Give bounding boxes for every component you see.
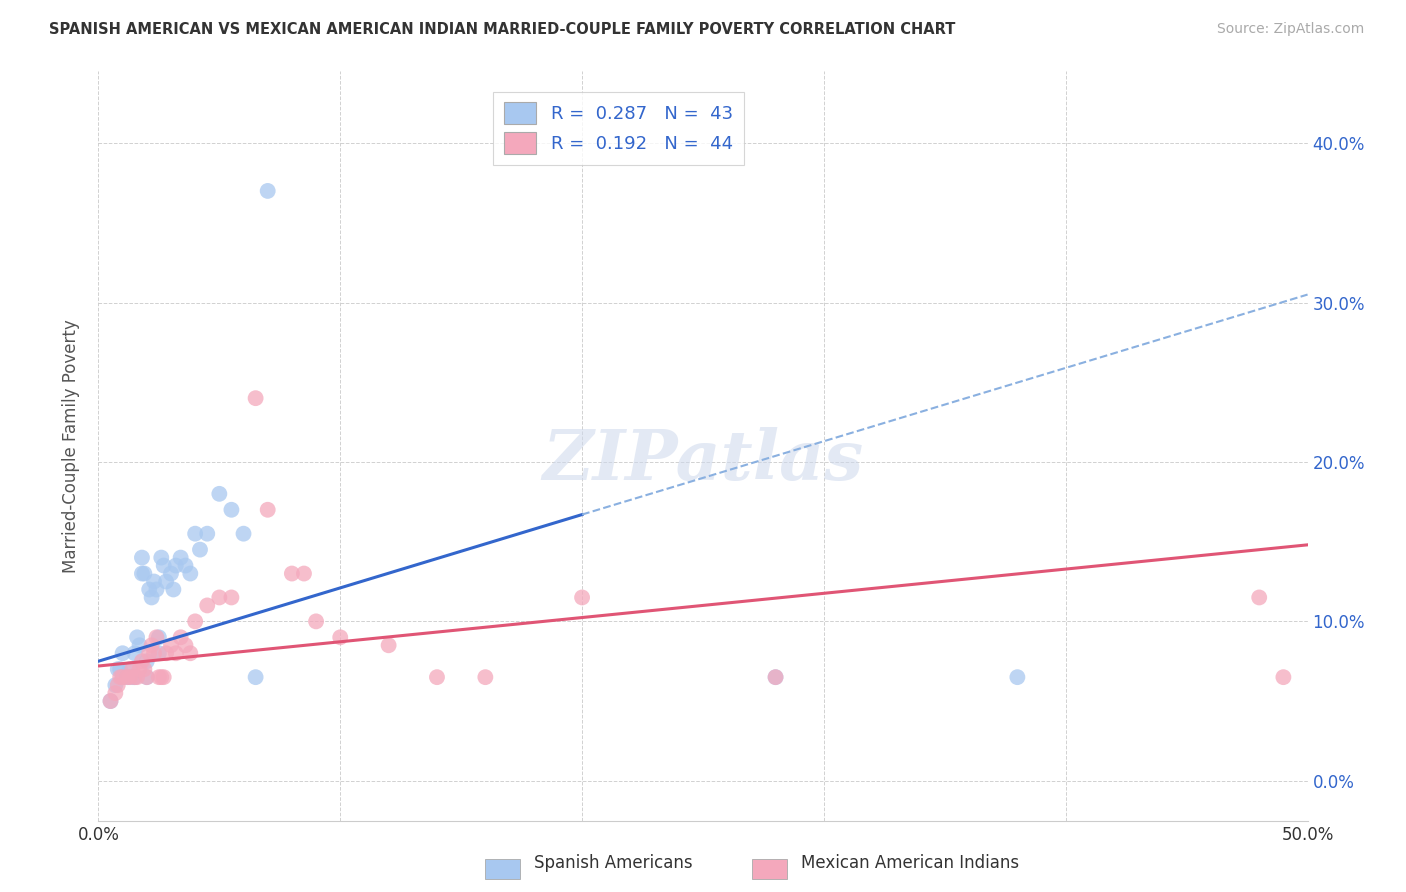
Point <box>245 391 267 405</box>
Point <box>135 654 157 668</box>
Point <box>134 662 156 676</box>
Point <box>426 670 449 684</box>
Text: Spanish Americans: Spanish Americans <box>534 855 693 872</box>
Point <box>131 550 153 565</box>
Point <box>138 582 160 597</box>
Point <box>100 694 122 708</box>
Point <box>292 566 315 581</box>
Point <box>111 670 134 684</box>
Point <box>571 591 593 605</box>
Point <box>162 582 184 597</box>
Point <box>150 550 173 565</box>
Point <box>305 615 328 629</box>
Point <box>232 526 254 541</box>
Point <box>121 662 143 676</box>
Point <box>179 646 201 660</box>
Point <box>245 670 267 684</box>
Point <box>184 526 207 541</box>
Point <box>208 591 231 605</box>
Text: ZIPatlas: ZIPatlas <box>543 427 863 495</box>
Point <box>765 670 787 684</box>
Point <box>127 670 149 684</box>
Legend: R =  0.287   N =  43, R =  0.192   N =  44: R = 0.287 N = 43, R = 0.192 N = 44 <box>494 92 744 164</box>
Point <box>141 591 163 605</box>
Point <box>329 630 352 644</box>
Point <box>256 184 278 198</box>
Point <box>174 558 197 573</box>
Point <box>131 566 153 581</box>
Point <box>138 646 160 660</box>
Point <box>128 662 150 676</box>
Point <box>117 670 139 684</box>
Point <box>169 630 191 644</box>
Text: Source: ZipAtlas.com: Source: ZipAtlas.com <box>1216 22 1364 37</box>
Point <box>141 638 163 652</box>
Point <box>145 630 167 644</box>
Point <box>188 542 211 557</box>
Point <box>134 566 156 581</box>
Point <box>121 670 143 684</box>
Text: Mexican American Indians: Mexican American Indians <box>801 855 1019 872</box>
Text: SPANISH AMERICAN VS MEXICAN AMERICAN INDIAN MARRIED-COUPLE FAMILY POVERTY CORREL: SPANISH AMERICAN VS MEXICAN AMERICAN IND… <box>49 22 956 37</box>
Point <box>124 646 146 660</box>
Point <box>765 670 787 684</box>
Point <box>195 526 218 541</box>
Point <box>256 502 278 516</box>
Point <box>184 615 207 629</box>
Point <box>135 670 157 684</box>
Point <box>135 670 157 684</box>
Point <box>118 670 141 684</box>
Point <box>108 670 131 684</box>
Point <box>104 678 127 692</box>
Point <box>124 670 146 684</box>
Point <box>1007 670 1029 684</box>
Point <box>160 638 183 652</box>
Point <box>143 574 166 589</box>
Point <box>118 662 141 676</box>
Point <box>150 670 173 684</box>
Point <box>128 638 150 652</box>
Point <box>152 670 174 684</box>
Point <box>160 566 183 581</box>
Point <box>107 662 129 676</box>
Point <box>143 646 166 660</box>
Point <box>148 630 170 644</box>
Point <box>155 574 177 589</box>
Point <box>111 646 134 660</box>
Point <box>165 646 187 660</box>
Point <box>100 694 122 708</box>
Point <box>127 630 149 644</box>
Point <box>1272 670 1295 684</box>
Point <box>179 566 201 581</box>
Point <box>145 582 167 597</box>
Point <box>377 638 399 652</box>
Point <box>474 670 496 684</box>
Point <box>104 686 127 700</box>
Point <box>221 502 243 516</box>
Point <box>221 591 243 605</box>
Point <box>169 550 191 565</box>
Point <box>152 558 174 573</box>
Point <box>131 654 153 668</box>
Point <box>148 670 170 684</box>
Point <box>1249 591 1271 605</box>
Point <box>165 558 187 573</box>
Point <box>108 662 131 676</box>
Point <box>208 487 231 501</box>
Y-axis label: Married-Couple Family Poverty: Married-Couple Family Poverty <box>62 319 80 573</box>
Point <box>148 646 170 660</box>
Point <box>155 646 177 660</box>
Point <box>117 670 139 684</box>
Point <box>111 670 134 684</box>
Point <box>195 599 218 613</box>
Point <box>281 566 304 581</box>
Point <box>124 670 146 684</box>
Point <box>174 638 197 652</box>
Point <box>107 678 129 692</box>
